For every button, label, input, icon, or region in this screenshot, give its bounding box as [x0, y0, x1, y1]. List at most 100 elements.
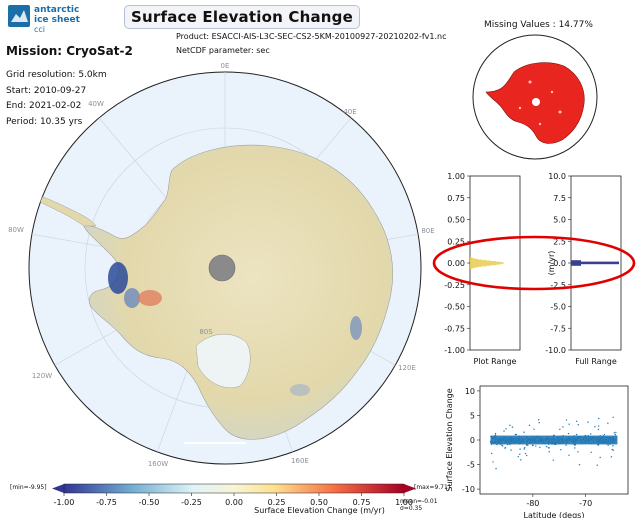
- plot-range-hist-bar: [470, 262, 504, 264]
- plot-range-hist-bar: [470, 256, 471, 258]
- lon-label-0e: 0E: [221, 62, 230, 70]
- colorbar: -1.00 -0.75 -0.50 -0.25 0.00 0.25 0.50 0.75 1.00: [52, 483, 416, 506]
- full-range-ytick-label: 0.0: [553, 259, 566, 268]
- scatter-point: [614, 433, 616, 436]
- scatter-point: [548, 451, 550, 453]
- scatter-ytick-label: 0: [470, 436, 475, 445]
- scatter-point: [523, 448, 525, 450]
- plot-range-hist-bar: [470, 261, 497, 262]
- lon-label-80e: 80E: [421, 227, 434, 235]
- scatter-point: [559, 428, 561, 431]
- plot-range-hist-bar: [470, 264, 497, 266]
- missing-values-label: Missing Values : 14.77%: [484, 20, 593, 30]
- plot-range-ytick-label: 0.50: [447, 216, 465, 225]
- colorbar-tick-label: 0.75: [353, 498, 371, 506]
- plot-range-xlabel: Plot Range: [474, 357, 517, 366]
- full-range-ylabel: (m/yr): [547, 251, 556, 276]
- ross-ice-shelf: [195, 334, 251, 388]
- colorbar-max-label: [max=9.71]: [414, 484, 451, 491]
- side-charts: 1.000.750.500.250.00-0.25-0.50-0.75-1.00…: [432, 172, 636, 518]
- lon-label-80w: 80W: [8, 226, 24, 234]
- scatter-point: [502, 445, 504, 447]
- scatter-point: [517, 455, 519, 458]
- plot-range-hist-bar: [470, 258, 476, 260]
- scatter-point: [610, 456, 613, 458]
- main-map: 0E 40E 80E 120E 160E 160W 120W 80W 40W 8…: [8, 62, 435, 468]
- scatter-point: [568, 454, 570, 456]
- scatter-point: [494, 432, 497, 435]
- full-range-xlabel: Full Range: [575, 357, 617, 366]
- plot-range-hist-bar: [470, 265, 487, 267]
- antarctica-ice-sheet: [83, 144, 393, 440]
- colorbar-tick-label: -0.75: [96, 498, 117, 506]
- scatter-point: [607, 444, 609, 446]
- plot-range-hist-bar: [470, 260, 492, 262]
- scatter-point: [612, 416, 614, 418]
- mission-label: Mission: CryoSat-2: [6, 44, 133, 58]
- scatter-point: [524, 452, 527, 455]
- plot-range-ytick-label: -0.25: [444, 281, 465, 290]
- full-range-hist-bar: [571, 261, 619, 265]
- plot-range-ytick-label: 0.25: [447, 237, 465, 246]
- scatter-point: [492, 461, 494, 463]
- scatter-point: [548, 447, 550, 449]
- scatter-point: [596, 464, 598, 466]
- scatter-point: [538, 419, 540, 421]
- plot-range-hist-bar: [470, 259, 482, 261]
- scatter-xtick-label: -80: [526, 499, 539, 508]
- scatter-point: [509, 424, 511, 427]
- scatter-point: [526, 454, 528, 457]
- full-range-hist-peak: [571, 260, 581, 266]
- scatter-point: [590, 433, 592, 435]
- scatter-ytick-label: 5: [470, 411, 475, 420]
- grid-resolution: Grid resolution: 5.0km: [6, 70, 107, 80]
- scatter-point: [578, 464, 581, 466]
- missing-values-inset-map: [472, 34, 598, 160]
- colorbar-tick-label: 0.25: [268, 498, 286, 506]
- colorbar-stats: mean=-0.01 σ=0.35: [400, 498, 438, 512]
- scatter-point: [503, 430, 505, 432]
- colorbar-mean: mean=-0.01: [400, 498, 438, 505]
- product-filename: Product: ESACCI-AIS-L3C-SEC-CS2-5KM-2010…: [176, 32, 447, 41]
- plot-range-ytick-label: 0.75: [447, 194, 465, 203]
- scatter-point: [599, 456, 601, 459]
- scatter-point: [567, 432, 570, 435]
- full-range-ytick-label: 7.5: [553, 194, 566, 203]
- scatter-point: [495, 467, 497, 470]
- scatter-point: [560, 448, 562, 451]
- logo-line3: cci: [34, 25, 45, 34]
- scatter-xtick-label: -70: [579, 499, 592, 508]
- scatter-point: [615, 431, 617, 434]
- logo-icon: [8, 5, 30, 27]
- plot-range-hist-bar: [470, 266, 482, 267]
- scatter-point: [528, 424, 531, 427]
- plot-range-hist-bar: [470, 266, 478, 268]
- logo-line2: ice sheet: [34, 15, 81, 25]
- scatter-dense-band: [490, 435, 618, 445]
- plot-range-hist-bar: [470, 257, 474, 259]
- plot-range-ytick-label: 0.00: [447, 259, 465, 268]
- logo-line1: antarctic: [34, 5, 79, 15]
- colorbar-max-arrow: [404, 484, 416, 493]
- plot-range-hist-bar: [470, 262, 504, 264]
- colorbar-tick-label: -1.00: [54, 498, 75, 506]
- plot-range-hist-bar: [470, 263, 504, 265]
- scatter-point: [531, 444, 534, 447]
- plot-range-hist-bar: [470, 268, 472, 270]
- lon-label-160e: 160E: [291, 457, 309, 465]
- scatter-point: [577, 424, 579, 426]
- end-date: End: 2021-02-02: [6, 101, 82, 111]
- scatter-point: [597, 444, 600, 446]
- lat-label-80s: 80S: [199, 328, 213, 336]
- scatter-point: [538, 422, 540, 424]
- scatter-point: [612, 449, 614, 451]
- scatter-point: [574, 444, 576, 446]
- lon-label-40e: 40E: [343, 108, 356, 116]
- full-range-histogram: [571, 260, 619, 266]
- scatter-point: [594, 426, 596, 428]
- scatter-point: [510, 449, 512, 451]
- scatter-point: [494, 434, 497, 436]
- lon-label-40w: 40W: [88, 100, 104, 108]
- period: Period: 10.35 yrs: [6, 117, 83, 127]
- scatter-point: [535, 445, 537, 447]
